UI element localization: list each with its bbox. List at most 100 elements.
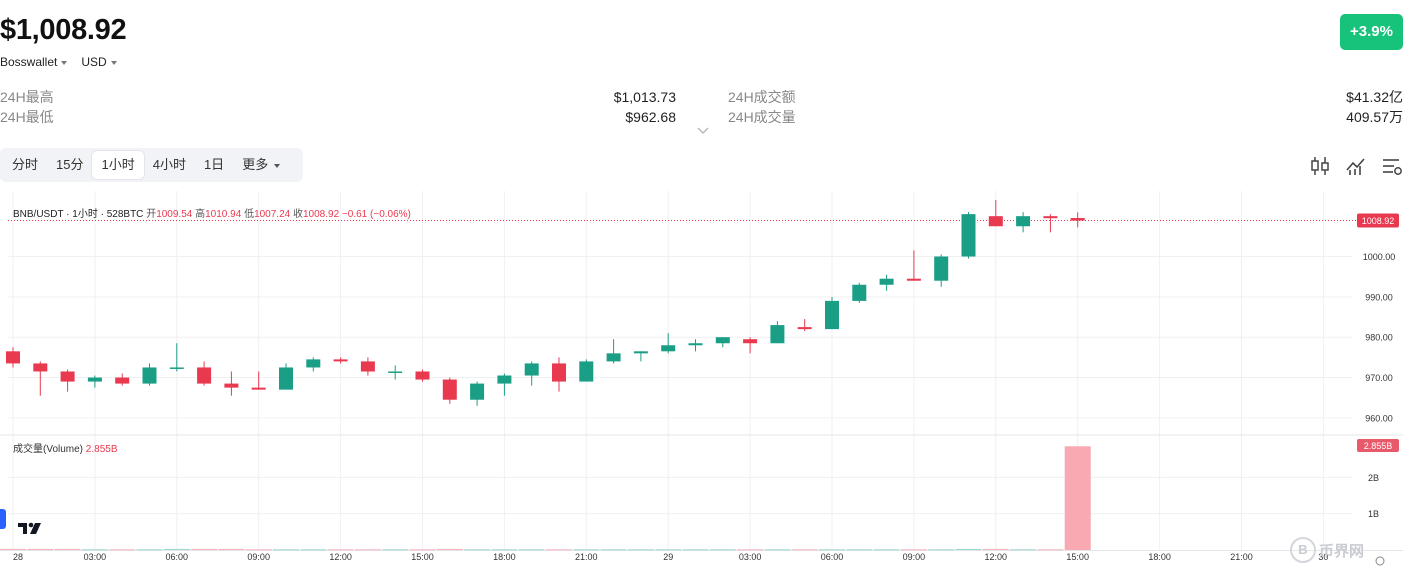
volume-bar	[573, 549, 600, 551]
candle-up	[770, 325, 785, 344]
volume-bar	[191, 548, 218, 550]
stat-24h-high: 24H最高 $1,013.73	[0, 87, 676, 107]
candle-up	[879, 278, 894, 285]
time-tick-label: 09:00	[903, 552, 926, 562]
interval-tabs: 分时 15分 1小时 4小时 1日 更多	[0, 148, 303, 182]
stat-label: 24H最高	[0, 89, 54, 105]
source-label: Bosswallet	[0, 55, 58, 69]
candle-up	[470, 383, 485, 400]
time-tick-label: 12:00	[985, 552, 1008, 562]
stats-left: 24H最高 $1,013.73 24H最低 $962.68	[0, 87, 676, 127]
current-price: $1,008.92	[0, 14, 127, 46]
candle-up	[497, 375, 512, 384]
candle-up	[852, 284, 867, 301]
volume-bar	[464, 549, 491, 551]
candle-up	[715, 337, 730, 344]
watermark-logo-icon: B	[1290, 537, 1316, 563]
volume-bar	[245, 549, 272, 551]
axis-settings-icon	[1375, 556, 1385, 566]
panel-handle[interactable]	[0, 509, 6, 529]
volume-bar	[382, 549, 409, 551]
time-tick-label: 18:00	[1148, 552, 1171, 562]
time-tick-label: 06:00	[821, 552, 844, 562]
candle-up	[961, 214, 976, 257]
volume-bar	[218, 548, 245, 550]
tab-label: 1小时	[101, 157, 135, 172]
volume-bar	[0, 548, 26, 550]
tab-1h[interactable]: 1小时	[92, 151, 144, 179]
tab-label: 15分	[56, 157, 84, 172]
volume-bar	[764, 549, 791, 551]
candle-up	[279, 367, 293, 390]
candle-down	[906, 278, 921, 281]
candlestick-icon[interactable]	[1309, 155, 1331, 177]
candlestick-chart[interactable]: 960.00 970.00 980.00 990.00 1000.00 1008.92 1B…	[0, 191, 1403, 579]
tab-15m[interactable]: 15分	[47, 151, 92, 179]
tab-label: 4小时	[152, 157, 186, 172]
stat-24h-turnover: 24H成交额 $41.32亿	[728, 87, 1403, 107]
candle-down	[415, 371, 430, 380]
volume-bar	[81, 549, 108, 551]
volume-value: 2.855B	[85, 444, 118, 455]
volume-bar	[627, 549, 654, 551]
candle-down	[251, 387, 266, 390]
price-tick-label: 980.00	[1365, 333, 1393, 343]
candle-down	[60, 371, 75, 382]
currency-dropdown[interactable]: USD	[81, 55, 117, 69]
volume-bar	[436, 548, 463, 550]
tab-label: 分时	[12, 157, 39, 172]
candle-up	[1016, 216, 1031, 227]
candle-up	[934, 256, 949, 281]
tab-more[interactable]: 更多	[233, 151, 289, 179]
currency-label: USD	[81, 55, 107, 69]
stat-label: 24H成交量	[728, 109, 796, 125]
volume-bar	[136, 549, 163, 551]
candle-down	[797, 327, 812, 330]
expand-chevron-icon[interactable]	[696, 126, 710, 136]
time-tick-label: 18:00	[493, 552, 516, 562]
stat-value: $962.68	[625, 109, 676, 125]
price-tick-label: 990.00	[1365, 292, 1393, 302]
current-price-tag	[1357, 213, 1399, 228]
watermark-text: 币界网	[1319, 542, 1365, 560]
tab-1d[interactable]: 1日	[195, 151, 233, 179]
chart-toolbar	[1309, 155, 1403, 177]
tab-label: 更多	[242, 157, 269, 172]
tab-time-share[interactable]: 分时	[3, 151, 47, 179]
volume-bar	[109, 549, 136, 551]
volume-bar	[655, 549, 682, 551]
volume-bar	[600, 549, 627, 551]
volume-bar	[737, 549, 764, 551]
time-tick-label: 29	[663, 552, 673, 562]
candle-up	[825, 300, 839, 330]
candle-up	[688, 343, 703, 346]
volume-bar	[955, 548, 982, 550]
price-change-badge: +3.9%	[1340, 14, 1403, 50]
stat-value: 409.57万	[1346, 109, 1403, 125]
time-tick-label: 21:00	[575, 552, 598, 562]
high-value: 1010.94	[205, 209, 242, 220]
time-tick-label: 15:00	[411, 552, 434, 562]
volume-bar	[27, 548, 54, 550]
close-label: 收	[293, 209, 303, 220]
candle-up	[388, 371, 403, 373]
volume-bar	[982, 548, 1009, 550]
time-tick-label: 09:00	[247, 552, 270, 562]
source-dropdown[interactable]: Bosswallet	[0, 55, 68, 69]
tradingview-logo-icon	[18, 522, 41, 534]
indicator-icon[interactable]	[1345, 155, 1367, 177]
volume-bar	[709, 549, 736, 551]
stat-label: 24H最低	[0, 109, 54, 125]
tab-4h[interactable]: 4小时	[144, 151, 195, 179]
time-tick-label: 03:00	[84, 552, 107, 562]
stat-24h-low: 24H最低 $962.68	[0, 107, 676, 127]
volume-bar	[354, 549, 381, 551]
volume-tick-label: 2B	[1368, 473, 1379, 483]
candle-up	[169, 367, 184, 369]
candle-down	[743, 339, 758, 344]
settings-icon[interactable]	[1381, 155, 1403, 177]
volume-bar	[300, 549, 327, 551]
chevron-down-icon	[110, 60, 117, 65]
volume-bar	[1037, 549, 1064, 551]
volume-bar	[1010, 549, 1037, 551]
